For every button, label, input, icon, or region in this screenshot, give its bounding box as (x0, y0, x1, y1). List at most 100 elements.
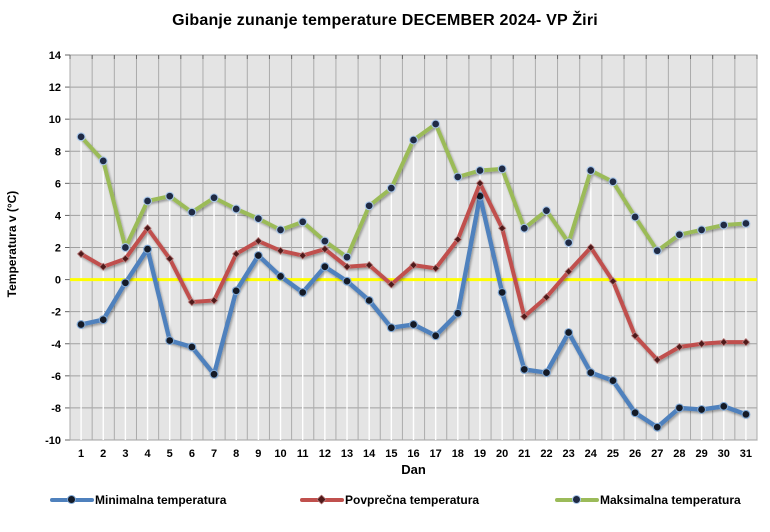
y-tick-label: -6 (51, 371, 61, 383)
max-temp-marker (542, 206, 551, 216)
avg-temp-marker (697, 339, 706, 348)
max-temp-marker (586, 166, 596, 175)
x-axis-title: Dan (401, 462, 426, 477)
avg-temp-marker (76, 249, 86, 259)
min-temp-marker (453, 308, 463, 318)
avg-temp-marker (741, 337, 751, 347)
x-tick-label: 30 (718, 448, 730, 460)
max-temp-marker (276, 225, 285, 235)
max-series-swatch-icon (555, 492, 599, 508)
x-tick-label: 13 (341, 448, 353, 460)
avg-series-swatch-icon (300, 492, 344, 508)
x-tick-label: 29 (695, 448, 707, 460)
min-temp-marker (209, 369, 219, 379)
min-temp-marker (652, 422, 662, 432)
x-tick-label: 31 (740, 448, 752, 460)
avg-temp-marker (320, 244, 330, 254)
min-temp-marker (719, 401, 729, 411)
x-tick-label: 14 (363, 448, 376, 460)
max-temp-marker (187, 207, 197, 217)
max-temp-marker (253, 214, 263, 224)
max-temp-marker (497, 164, 507, 174)
max-temp-marker (719, 220, 729, 230)
min-temp-marker (630, 408, 640, 418)
y-tick-label: 14 (49, 50, 62, 62)
y-tick-label: 6 (55, 178, 61, 190)
min-temp-marker (120, 278, 130, 288)
max-temp-marker (475, 166, 485, 175)
x-tick-label: 1 (78, 448, 84, 460)
x-tick-label: 16 (407, 448, 419, 460)
min-temp-marker (697, 405, 707, 414)
avg-temp-marker (254, 236, 263, 246)
min-temp-marker (364, 295, 374, 305)
avg-temp-marker (586, 243, 595, 252)
max-temp-marker (143, 196, 153, 206)
x-tick-label: 25 (607, 448, 619, 460)
y-tick-label: 10 (49, 114, 61, 126)
y-tick-label: 8 (55, 146, 61, 158)
min-temp-marker (342, 276, 352, 286)
avg-temp-marker (675, 342, 684, 352)
x-tick-label: 27 (651, 448, 663, 460)
min-temp-marker (165, 336, 175, 345)
max-temp-marker (564, 238, 574, 248)
max-temp-marker (652, 246, 662, 256)
x-tick-label: 20 (496, 448, 508, 460)
x-tick-label: 24 (585, 448, 598, 460)
max-temp-marker (298, 217, 308, 227)
max-temp-marker (165, 191, 175, 201)
max-temp-marker (209, 193, 219, 203)
max-temp-marker (674, 230, 684, 240)
avg-temp-marker (719, 337, 728, 347)
x-tick-label: 23 (563, 448, 575, 460)
x-tick-label: 15 (385, 448, 397, 460)
avg-temp-marker (209, 296, 219, 305)
avg-temp-marker (99, 262, 108, 271)
min-series-swatch-icon (50, 492, 94, 508)
min-temp-marker (608, 376, 618, 386)
min-temp-marker (519, 364, 529, 374)
x-tick-label: 12 (319, 448, 331, 460)
avg-temp-marker (121, 254, 130, 263)
max-temp-marker (342, 252, 352, 262)
max-temp-marker (519, 223, 529, 233)
x-tick-label: 18 (452, 448, 464, 460)
avg-temp-marker (232, 249, 241, 259)
min-temp-marker (253, 251, 263, 260)
max-temp-marker (386, 183, 396, 193)
max-temp-marker (76, 132, 86, 142)
min-temp-marker (409, 320, 418, 329)
avg-temp-marker (409, 260, 418, 270)
x-tick-label: 28 (673, 448, 685, 460)
avg-temp-marker (630, 331, 640, 340)
legend-item-max: Maksimalna temperatura (555, 492, 741, 508)
y-tick-label: 4 (55, 210, 62, 222)
max-temp-marker (320, 236, 330, 246)
legend: Minimalna temperatura Povprečna temperat… (0, 492, 770, 512)
avg-temp-marker (431, 264, 440, 273)
x-tick-label: 7 (211, 448, 217, 460)
max-temp-marker (231, 204, 241, 214)
avg-temp-marker (342, 262, 352, 271)
x-tick-label: 10 (274, 448, 286, 460)
avg-temp-marker (387, 280, 396, 289)
min-temp-marker (231, 286, 241, 296)
chart-title: Gibanje zunanje temperature DECEMBER 202… (172, 12, 598, 29)
avg-temp-marker (365, 260, 374, 270)
min-temp-marker (143, 244, 153, 254)
max-temp-marker (364, 201, 374, 211)
x-tick-label: 9 (255, 448, 261, 460)
max-temp-marker (98, 156, 108, 166)
x-tick-label: 26 (629, 448, 641, 460)
min-temp-marker (320, 262, 330, 272)
y-tick-label: -2 (51, 307, 61, 319)
legend-label-avg: Povprečna temperatura (345, 493, 480, 507)
avg-temp-marker (276, 246, 285, 255)
legend-item-avg: Povprečna temperatura (300, 492, 479, 508)
avg-temp-marker (564, 267, 573, 276)
avg-temp-marker (143, 224, 152, 233)
max-temp-marker (431, 119, 441, 129)
max-temp-marker (608, 177, 618, 187)
